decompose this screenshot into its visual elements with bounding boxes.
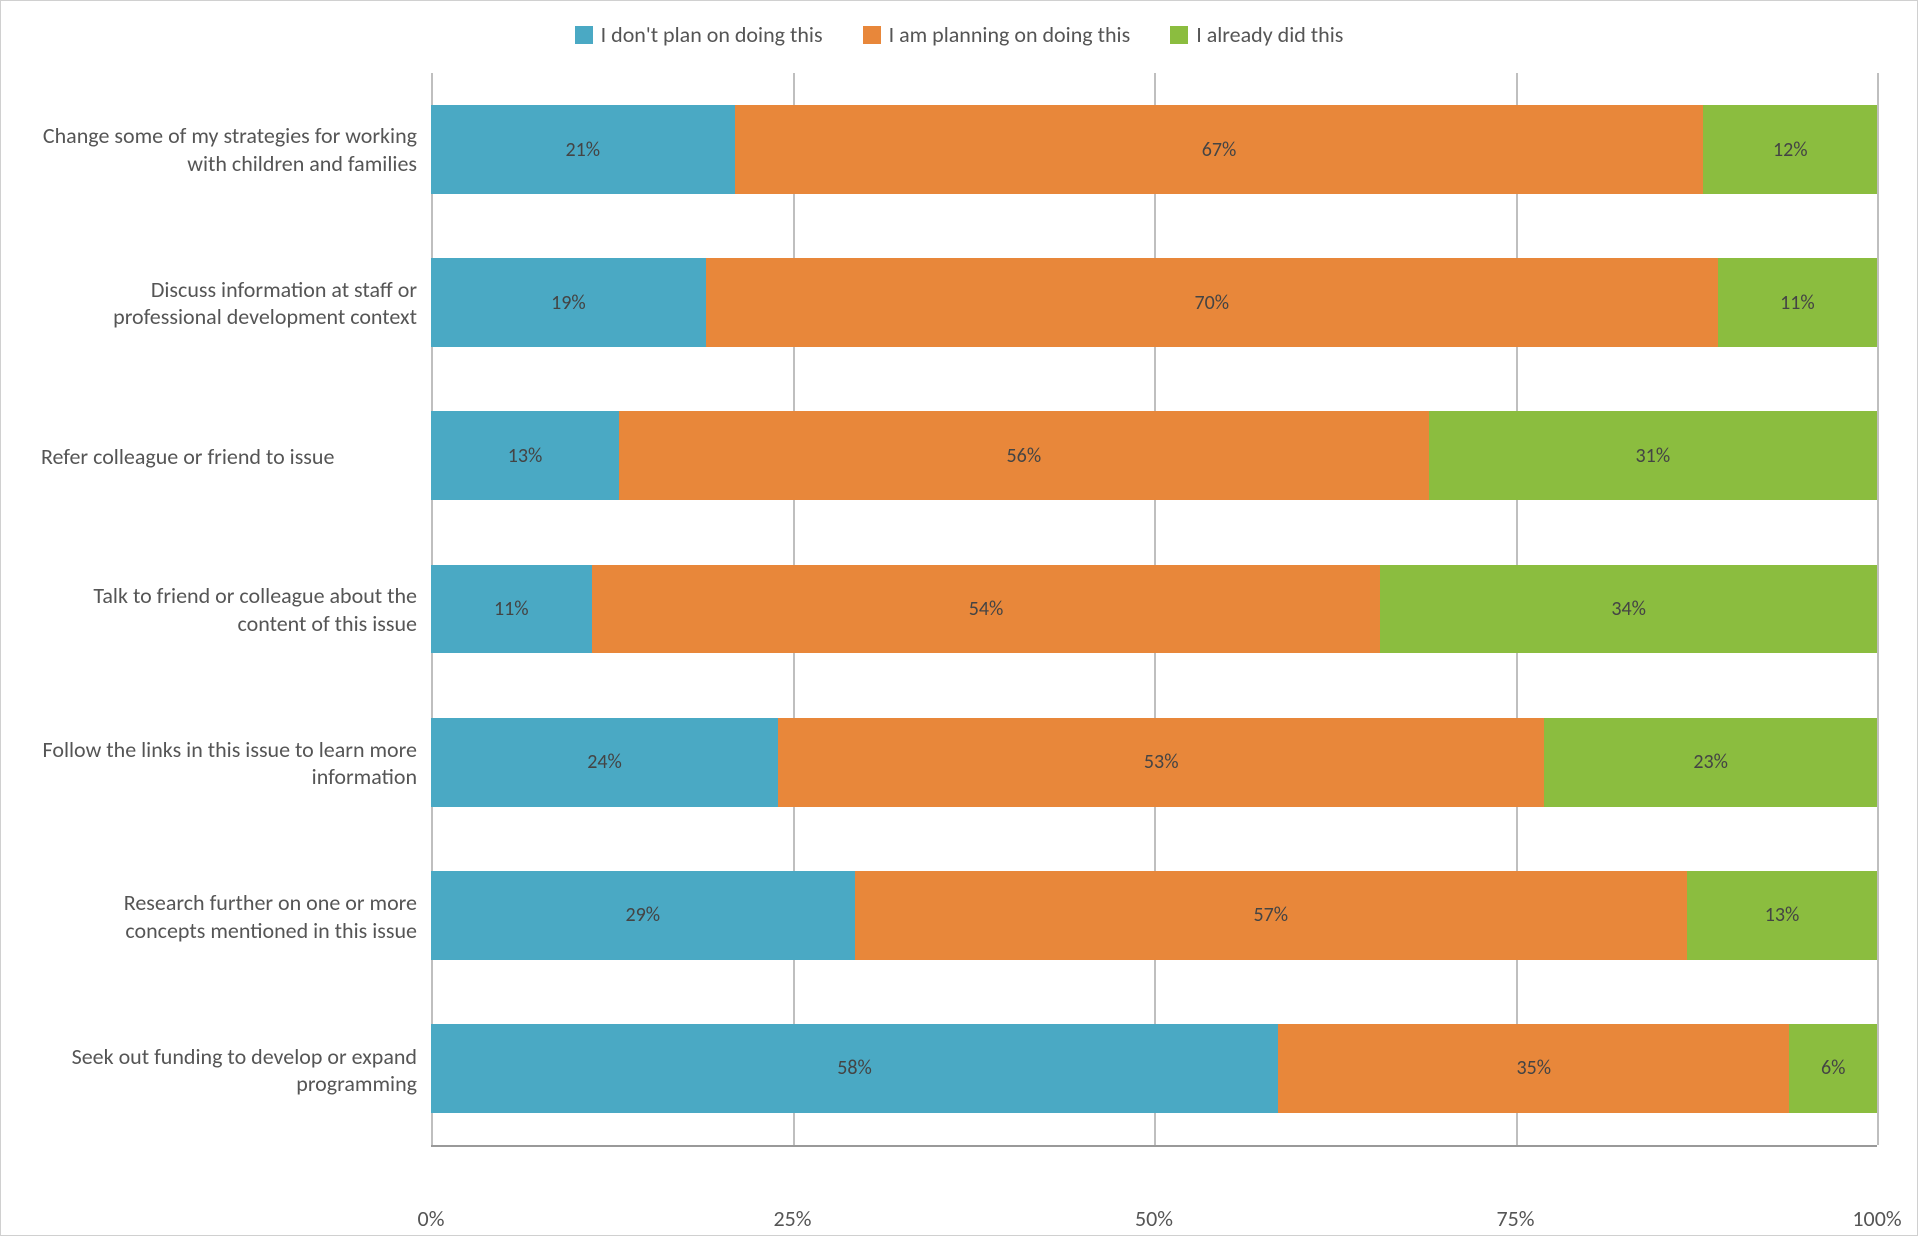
data-label: 57%	[1254, 903, 1289, 927]
data-label: 34%	[1611, 597, 1646, 621]
legend-label: I don't plan on doing this	[601, 21, 823, 48]
data-label: 54%	[969, 597, 1004, 621]
bar: 13% 56% 31%	[431, 411, 1877, 500]
bar-segment-dont_plan: 58%	[431, 1024, 1278, 1113]
plot-area: Change some of my strategies for working…	[41, 73, 1877, 1147]
data-label: 67%	[1202, 138, 1237, 162]
data-label: 13%	[508, 444, 543, 468]
x-axis-tick: 25%	[773, 1205, 811, 1232]
legend-item-already: I already did this	[1170, 21, 1343, 48]
data-label: 58%	[837, 1056, 872, 1080]
x-axis-tick: 50%	[1135, 1205, 1173, 1232]
bar: 11% 54% 34%	[431, 565, 1877, 654]
legend-swatch-icon	[863, 26, 881, 44]
data-label: 24%	[587, 750, 622, 774]
category-label: Change some of my strategies for working…	[41, 122, 431, 177]
bar-segment-already: 23%	[1544, 718, 1877, 807]
bar-segment-dont_plan: 11%	[431, 565, 592, 654]
bar-segment-already: 31%	[1429, 411, 1877, 500]
x-axis-tick: 100%	[1852, 1205, 1901, 1232]
bar-row: 11% 54% 34%	[431, 532, 1877, 685]
category-labels-column: Change some of my strategies for working…	[41, 73, 431, 1147]
bar-segment-already: 13%	[1687, 871, 1877, 960]
bar-row: 58% 35% 6%	[431, 992, 1877, 1145]
bar-segment-already: 6%	[1789, 1024, 1877, 1113]
data-label: 29%	[625, 903, 660, 927]
legend-item-planning: I am planning on doing this	[863, 21, 1131, 48]
bar-segment-dont_plan: 29%	[431, 871, 855, 960]
bar-segment-already: 34%	[1380, 565, 1877, 654]
data-label: 31%	[1636, 444, 1671, 468]
bar-segment-dont_plan: 13%	[431, 411, 619, 500]
x-axis-tick: 75%	[1496, 1205, 1534, 1232]
bar: 19% 70% 11%	[431, 258, 1877, 347]
legend: I don't plan on doing this I am planning …	[41, 21, 1877, 48]
data-label: 23%	[1693, 750, 1728, 774]
bar-segment-dont_plan: 21%	[431, 105, 735, 194]
bar-segment-planning: 54%	[592, 565, 1381, 654]
data-label: 35%	[1516, 1056, 1551, 1080]
legend-swatch-icon	[575, 26, 593, 44]
category-label: Refer colleague or friend to issue	[41, 443, 348, 471]
bars-column: 21% 67% 12% 19% 70% 11% 13% 56% 31% 11% 54% 34% 24% 5…	[431, 73, 1877, 1147]
data-label: 56%	[1007, 444, 1042, 468]
bar-segment-planning: 57%	[855, 871, 1688, 960]
data-label: 21%	[566, 138, 601, 162]
bar: 58% 35% 6%	[431, 1024, 1877, 1113]
category-label: Discuss information at staff or professi…	[41, 276, 431, 331]
category-label: Talk to friend or colleague about the co…	[41, 582, 431, 637]
data-label: 19%	[551, 291, 586, 315]
data-label: 6%	[1821, 1056, 1845, 1080]
bar-row: 13% 56% 31%	[431, 379, 1877, 532]
bar-row: 24% 53% 23%	[431, 686, 1877, 839]
bar-segment-planning: 35%	[1278, 1024, 1789, 1113]
bar-segment-planning: 53%	[778, 718, 1544, 807]
bar-segment-already: 12%	[1703, 105, 1877, 194]
legend-label: I am planning on doing this	[889, 21, 1131, 48]
stacked-bar-chart: I don't plan on doing this I am planning …	[0, 0, 1918, 1236]
bar-segment-dont_plan: 19%	[431, 258, 706, 347]
bar-row: 21% 67% 12%	[431, 73, 1877, 226]
bar-row: 19% 70% 11%	[431, 226, 1877, 379]
x-axis-tick: 0%	[418, 1205, 445, 1232]
legend-item-dont_plan: I don't plan on doing this	[575, 21, 823, 48]
bar: 21% 67% 12%	[431, 105, 1877, 194]
data-label: 70%	[1195, 291, 1230, 315]
legend-label: I already did this	[1196, 21, 1343, 48]
bar: 29% 57% 13%	[431, 871, 1877, 960]
bars-inner: 21% 67% 12% 19% 70% 11% 13% 56% 31% 11% 54% 34% 24% 5…	[431, 73, 1877, 1145]
category-label: Follow the links in this issue to learn …	[41, 736, 431, 791]
bar-segment-already: 11%	[1718, 258, 1877, 347]
bar-segment-planning: 67%	[735, 105, 1704, 194]
bar: 24% 53% 23%	[431, 718, 1877, 807]
bar-segment-planning: 70%	[706, 258, 1718, 347]
bar-row: 29% 57% 13%	[431, 839, 1877, 992]
data-label: 11%	[1780, 291, 1815, 315]
category-label: Seek out funding to develop or expand pr…	[41, 1043, 431, 1098]
bar-segment-dont_plan: 24%	[431, 718, 778, 807]
gridline	[1877, 73, 1879, 1145]
category-label: Research further on one or more concepts…	[41, 889, 431, 944]
legend-swatch-icon	[1170, 26, 1188, 44]
data-label: 12%	[1773, 138, 1808, 162]
data-label: 53%	[1144, 750, 1179, 774]
data-label: 11%	[494, 597, 529, 621]
data-label: 13%	[1765, 903, 1800, 927]
bar-segment-planning: 56%	[619, 411, 1429, 500]
